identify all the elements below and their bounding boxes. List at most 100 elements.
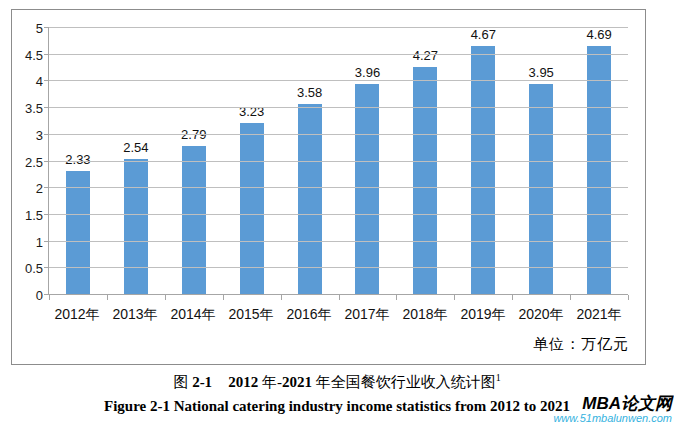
y-tick-label: 2.5 [25, 155, 43, 168]
footnote-marker: 1 [496, 372, 501, 383]
x-tick [628, 295, 629, 300]
y-tick-label: 1 [36, 235, 43, 248]
plot-area: 2.33 2.54 2.793.23 3.58 3.96 4.27 4.67 3.95 4.69 [48, 28, 628, 295]
y-tick-label: 3.5 [25, 102, 43, 115]
y-tick [44, 27, 49, 28]
x-tick [165, 295, 166, 300]
x-category-label: 2012年 [48, 306, 106, 324]
y-tick [44, 54, 49, 55]
bar-value-label: 3.95 [529, 66, 554, 79]
y-axis-labels: 00.511.522.533.544.55 [12, 28, 43, 295]
bar [124, 159, 148, 295]
y-tick [44, 267, 49, 268]
bar-value-label: 4.27 [413, 49, 438, 62]
bar-slot: 3.23 [223, 28, 281, 295]
caption-zh-year-start: 2012 [228, 374, 258, 390]
y-tick [44, 161, 49, 162]
y-tick-label: 0 [36, 289, 43, 302]
gridline [49, 54, 628, 55]
caption-zh-part: 年全国餐饮行业收入统计图 [312, 374, 496, 390]
x-tick [49, 295, 50, 300]
bar [182, 146, 206, 295]
x-category-label: 2021年 [570, 306, 628, 324]
y-tick [44, 107, 49, 108]
bar [529, 84, 553, 295]
bar-value-label: 3.58 [297, 86, 322, 99]
x-tick [570, 295, 571, 300]
bar-value-label: 4.67 [471, 28, 496, 41]
x-category-label: 2016年 [280, 306, 338, 324]
y-tick-label: 3 [36, 128, 43, 141]
y-tick [44, 134, 49, 135]
y-tick-label: 4.5 [25, 48, 43, 61]
caption-zh-part: 年- [258, 374, 282, 390]
y-tick-label: 5 [36, 22, 43, 35]
x-category-label: 2015年 [222, 306, 280, 324]
x-tick [223, 295, 224, 300]
y-tick [44, 294, 49, 295]
bar [471, 46, 495, 295]
bar [298, 104, 322, 295]
x-category-label: 2014年 [164, 306, 222, 324]
x-category-label: 2019年 [454, 306, 512, 324]
caption-zh-part: 图 [173, 374, 192, 390]
bar-value-label: 3.96 [355, 66, 380, 79]
bar-chart: 0 0.5 1 1.5 2 2.5 3 3.5 4 4.5 5 2.33 2.54 2.793.23 3.… [11, 9, 646, 365]
gridline [49, 267, 628, 268]
bar-value-label: 2.54 [123, 141, 148, 154]
y-tick-label: 1.5 [25, 208, 43, 221]
bar-slot: 4.27 [396, 28, 454, 295]
x-axis-ticks [49, 295, 628, 300]
bar-slot: 2.33 [49, 28, 107, 295]
watermark-url: www.51mbalunwen.com [553, 413, 672, 424]
bar [587, 46, 611, 295]
bar [413, 67, 437, 295]
gridline [49, 107, 628, 108]
gridline [49, 241, 628, 242]
bar-slot: 3.58 [281, 28, 339, 295]
x-axis-category-labels: 2012年2013年2014年2015年2016年2017年2018年2019年… [48, 306, 628, 324]
x-tick [281, 295, 282, 300]
bar [355, 84, 379, 295]
gridline [49, 161, 628, 162]
bar-slot: 3.95 [512, 28, 570, 295]
bar-slot: 4.67 [454, 28, 512, 295]
watermark: MBA论文网 www.51mbalunwen.com [553, 395, 672, 424]
caption-zh-number: 2-1 [192, 374, 212, 390]
gridline [49, 187, 628, 188]
y-tick [44, 241, 49, 242]
bar-value-label: 2.33 [65, 153, 90, 166]
x-tick [107, 295, 108, 300]
y-tick-label: 2 [36, 182, 43, 195]
bar [66, 171, 90, 295]
bars-container: 2.33 2.54 2.793.23 3.58 3.96 4.27 4.67 3.95 4.69 [49, 28, 628, 295]
bar-value-label: 4.69 [586, 28, 611, 41]
y-tick-label: 0.5 [25, 262, 43, 275]
watermark-brand: MBA论文网 [553, 395, 672, 412]
x-category-label: 2018年 [396, 306, 454, 324]
gridline [49, 214, 628, 215]
y-tick [44, 187, 49, 188]
y-tick-label: 4 [36, 75, 43, 88]
x-category-label: 2013年 [106, 306, 164, 324]
y-tick [44, 80, 49, 81]
gridline [49, 80, 628, 81]
gridline [49, 134, 628, 135]
x-category-label: 2017年 [338, 306, 396, 324]
x-tick [339, 295, 340, 300]
bar-slot: 4.69 [570, 28, 628, 295]
x-axis-line [49, 294, 628, 295]
x-category-label: 2020年 [512, 306, 570, 324]
x-tick [454, 295, 455, 300]
bar-slot: 3.96 [339, 28, 397, 295]
gridline [49, 27, 628, 28]
x-tick [512, 295, 513, 300]
caption-zh-year-end: 2021 [282, 374, 312, 390]
y-tick [44, 214, 49, 215]
bar-slot: 2.79 [165, 28, 223, 295]
page: 0 0.5 1 1.5 2 2.5 3 3.5 4 4.5 5 2.33 2.54 2.793.23 3.… [0, 0, 674, 428]
x-tick [396, 295, 397, 300]
bar-slot: 2.54 [107, 28, 165, 295]
unit-label: 单位：万亿元 [533, 335, 629, 354]
bar [240, 123, 264, 295]
